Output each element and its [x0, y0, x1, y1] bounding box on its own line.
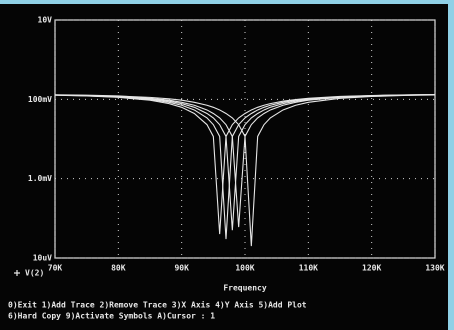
x-tick-label: 100K: [235, 264, 254, 273]
x-tick-label: 90K: [174, 264, 189, 273]
x-tick-label: 110K: [299, 264, 318, 273]
x-tick-label: 70K: [48, 264, 63, 273]
x-tick-label: 120K: [362, 264, 381, 273]
background: [0, 0, 454, 330]
frame-edge: [448, 0, 454, 330]
legend-label: V(2): [25, 269, 44, 278]
y-tick-label: 1.0mV: [28, 174, 52, 183]
x-axis-label: Frequency: [223, 284, 267, 293]
y-tick-label: 10V: [38, 16, 53, 25]
y-tick-label: 10uV: [33, 254, 52, 263]
menu-line: 6)Hard Copy 9)Activate Symbols A)Cursor …: [8, 311, 215, 321]
x-tick-label: 130K: [425, 264, 444, 273]
screen: Frequency 0)Exit 1)Add Trace 2)Remove Tr…: [0, 0, 454, 330]
menu-line: 0)Exit 1)Add Trace 2)Remove Trace 3)X Ax…: [8, 300, 307, 310]
y-tick-label: 100mV: [28, 95, 52, 104]
x-tick-label: 80K: [111, 264, 126, 273]
frame-edge: [0, 0, 454, 4]
